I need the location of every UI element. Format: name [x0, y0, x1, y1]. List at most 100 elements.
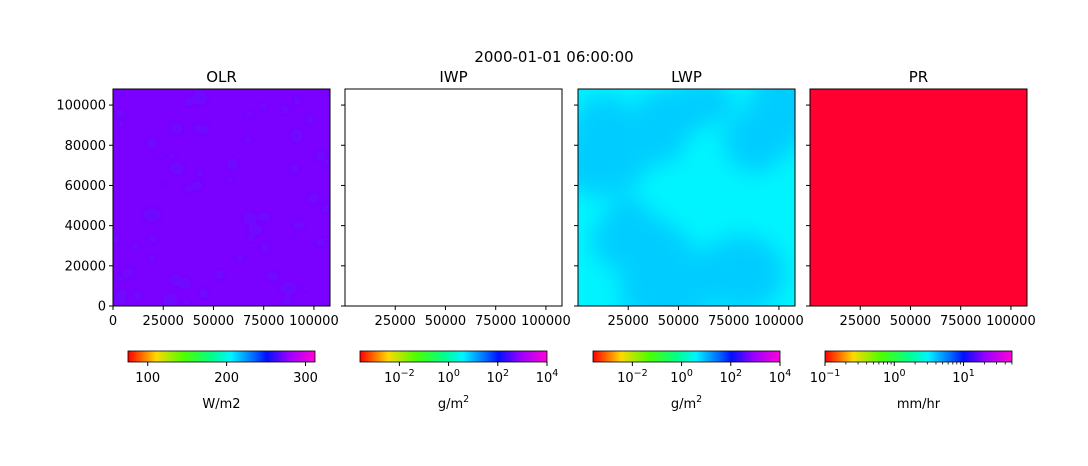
x-tick-label: 100000 — [986, 314, 1036, 329]
field-texture — [113, 235, 120, 244]
colorbar-tick-label: 10−2 — [617, 368, 648, 386]
field-texture — [291, 232, 296, 237]
y-tick-label: 80000 — [65, 139, 106, 154]
field-texture — [117, 121, 124, 127]
colorbar-tick-label: 100 — [883, 368, 906, 386]
field-texture — [192, 181, 203, 190]
colorbar-tick-exponent: −2 — [634, 368, 648, 379]
field-texture — [157, 154, 164, 159]
colorbar-tick-label: 10−1 — [810, 368, 841, 386]
field-texture — [258, 212, 271, 222]
colorbar-tick-exponent: 2 — [503, 368, 509, 379]
field-texture — [114, 295, 126, 305]
x-tick-label: 75000 — [243, 314, 284, 329]
field-texture — [160, 182, 165, 187]
field-texture — [260, 243, 270, 253]
panel-title: LWP — [671, 68, 702, 86]
colorbar-ramp — [359, 350, 548, 363]
x-tick-label: 50000 — [890, 314, 931, 329]
field-background — [113, 89, 330, 306]
panel-pr: PR 25000 50000 75000 100000 — [806, 68, 1036, 329]
colorbar-olr: 100 200 300 W/m2 — [127, 350, 318, 412]
colorbar-label: g/m2 — [438, 394, 469, 412]
field-texture — [303, 286, 309, 291]
field-background — [810, 89, 1027, 306]
field-texture — [280, 281, 297, 295]
field-texture — [147, 136, 157, 149]
field-texture — [323, 159, 330, 166]
field-texture — [578, 125, 648, 196]
field-texture — [143, 208, 161, 221]
field-texture — [321, 204, 330, 213]
field-texture — [171, 123, 183, 134]
field-iwp — [345, 89, 562, 306]
field-texture — [259, 103, 268, 110]
colorbar-tick-label: 102 — [486, 368, 509, 386]
colorbar-tick-exponent: 0 — [454, 368, 460, 379]
x-tick-label: 25000 — [143, 314, 184, 329]
field-texture — [308, 193, 319, 204]
colorbar-label: W/m2 — [202, 397, 240, 412]
colorbar-lwp: 10−2 100 102 104 g/m2 — [592, 350, 791, 412]
field-texture — [290, 128, 303, 143]
colorbar-tick-label: 104 — [536, 368, 559, 386]
panel-title: IWP — [439, 68, 467, 86]
colorbar-label-exponent: 2 — [463, 394, 469, 405]
colorbar-tick-exponent: −1 — [826, 368, 840, 379]
field-texture — [305, 115, 314, 124]
colorbar-tick-exponent: 4 — [552, 368, 558, 379]
field-texture — [723, 109, 787, 173]
axes-frame — [112, 88, 331, 307]
field-texture — [179, 277, 191, 290]
field-texture — [199, 288, 208, 299]
colorbar-tick-exponent: −2 — [401, 368, 415, 379]
field-texture — [148, 255, 156, 261]
panel-title: PR — [909, 68, 928, 86]
field-lwp — [578, 89, 795, 306]
field-olr — [113, 89, 330, 306]
y-tick-label: 40000 — [65, 219, 106, 234]
field-texture — [148, 235, 157, 242]
field-texture — [293, 221, 305, 230]
field-texture — [315, 151, 326, 161]
colorbar-tick-label: 200 — [214, 371, 239, 386]
colorbar-iwp: 10−2 100 102 104 g/m2 — [359, 350, 559, 412]
field-texture — [116, 109, 125, 118]
colorbar-tick-exponent: 4 — [785, 368, 791, 379]
x-tick-label: 75000 — [940, 314, 981, 329]
field-background — [345, 89, 562, 306]
field-texture — [122, 268, 134, 279]
y-tick-label: 20000 — [65, 259, 106, 274]
x-tick-label: 50000 — [425, 314, 466, 329]
x-tick-label: 75000 — [708, 314, 749, 329]
field-texture — [227, 158, 238, 170]
field-texture — [249, 224, 263, 235]
field-texture — [117, 90, 123, 96]
x-tick-label: 100000 — [521, 314, 571, 329]
x-tick-label: 100000 — [754, 314, 804, 329]
colorbar-label: g/m2 — [671, 394, 702, 412]
colorbar-ramp — [592, 350, 781, 363]
field-texture — [282, 296, 291, 306]
field-texture — [246, 111, 253, 118]
x-tick-label: 50000 — [193, 314, 234, 329]
colorbar-tick-label: 300 — [293, 371, 318, 386]
field-texture — [246, 235, 256, 242]
colorbar-label-exponent: 2 — [696, 394, 702, 405]
axes-frame — [809, 88, 1028, 307]
x-tick-label: 0 — [109, 314, 117, 329]
field-texture — [591, 210, 674, 272]
field-texture — [183, 299, 190, 305]
colorbar-tick-label: 102 — [719, 368, 742, 386]
colorbar-tick-exponent: 0 — [900, 368, 906, 379]
y-tick-label: 60000 — [65, 179, 106, 194]
x-tick-label: 25000 — [608, 314, 649, 329]
field-texture — [169, 162, 184, 175]
panel-iwp: IWP 25000 50000 75000 100000 — [341, 68, 571, 329]
colorbar-tick-label: 100 — [670, 368, 693, 386]
colorbar-tick-label: 100 — [437, 368, 460, 386]
field-texture — [244, 136, 252, 142]
colorbar-tick-label: 101 — [952, 368, 975, 386]
